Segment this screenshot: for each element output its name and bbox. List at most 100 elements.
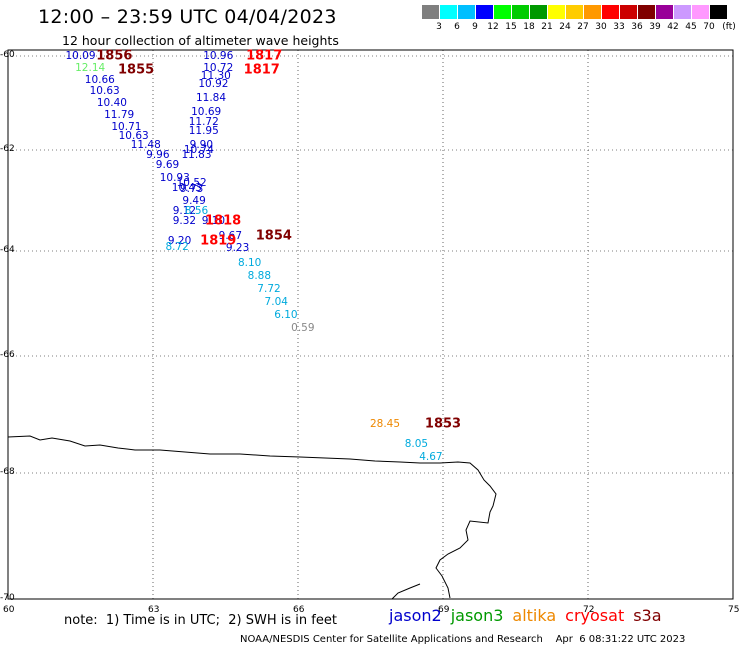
scale-tick-label: 45 bbox=[685, 22, 697, 32]
wave-height-value: 11.48 bbox=[130, 139, 161, 152]
wave-height-value: 10.43 bbox=[171, 181, 202, 194]
scale-swatch bbox=[602, 5, 619, 19]
lat-label: -62 bbox=[0, 144, 15, 154]
pass-time-label: 1855 bbox=[117, 62, 155, 78]
scale-swatch bbox=[566, 5, 583, 19]
scale-swatch bbox=[530, 5, 547, 19]
wave-height-value: 11.79 bbox=[104, 108, 135, 121]
scale-swatch bbox=[638, 5, 655, 19]
scale-tick-label: 12 bbox=[487, 22, 499, 32]
wave-height-value: 9.67 bbox=[218, 229, 243, 242]
wave-height-value: 6.10 bbox=[274, 308, 298, 321]
scale-swatch bbox=[656, 5, 673, 19]
lon-label: 66 bbox=[293, 605, 305, 615]
wave-height-value: 10.63 bbox=[118, 129, 149, 142]
wave-height-value: 4.67 bbox=[419, 450, 443, 463]
pass-time-label: 1817 bbox=[246, 48, 283, 64]
wave-height-value: 7.72 bbox=[257, 282, 281, 295]
wave-height-value: 8.10 bbox=[237, 256, 262, 269]
scale-swatch bbox=[494, 5, 511, 19]
wave-height-value: 9.23 bbox=[225, 242, 250, 255]
scale-tick-label: 33 bbox=[613, 22, 625, 32]
wave-height-value: 0.59 bbox=[291, 321, 315, 334]
wave-height-value: 7.04 bbox=[264, 295, 288, 308]
legend-altika: altika bbox=[512, 606, 557, 625]
wave-height-value: 10.63 bbox=[89, 85, 120, 97]
wave-height-value: 10.96 bbox=[203, 49, 234, 62]
scale-tick-label: 15 bbox=[505, 22, 517, 32]
pass-time-label: 1818 bbox=[204, 213, 242, 229]
lat-label: -64 bbox=[0, 245, 15, 255]
scale-tick-label: 24 bbox=[559, 22, 571, 32]
wave-height-value: 12.14 bbox=[75, 61, 106, 74]
wave-height-value: 9.90 bbox=[189, 139, 214, 152]
scale-tick-label: 18 bbox=[523, 22, 535, 32]
scale-swatch bbox=[584, 5, 601, 19]
wave-height-value: 10.93 bbox=[159, 171, 190, 184]
lon-label: 75 bbox=[728, 605, 740, 615]
pass-time-label: 1856 bbox=[96, 48, 133, 64]
scale-swatch bbox=[548, 5, 565, 19]
lat-label: -68 bbox=[0, 467, 15, 477]
scale-tick-label: 39 bbox=[649, 22, 661, 32]
wave-height-value: 9.49 bbox=[182, 194, 206, 207]
wave-height-value: 10.66 bbox=[84, 73, 115, 86]
map-frame bbox=[7, 49, 734, 600]
wave-height-value: 9.12 bbox=[172, 204, 197, 217]
wave-height-value: 9.10 bbox=[201, 214, 226, 227]
wave-height-value: 10.92 bbox=[198, 77, 229, 90]
wave-height-value: 8.56 bbox=[184, 204, 209, 217]
scale-swatch bbox=[710, 5, 727, 19]
lon-label: 63 bbox=[148, 605, 160, 615]
scale-swatch bbox=[422, 5, 439, 19]
scale-tick-label: 27 bbox=[577, 22, 589, 32]
wave-height-value: 10.71 bbox=[111, 120, 142, 133]
lat-label: -60 bbox=[0, 50, 15, 60]
wave-height-value: 11.72 bbox=[188, 115, 219, 128]
wave-height-value: 8.72 bbox=[165, 241, 189, 254]
wave-height-value: 9.73 bbox=[179, 183, 204, 196]
pass-time-label: 1854 bbox=[255, 228, 292, 244]
scale-tick-label: 9 bbox=[472, 22, 478, 32]
antarctic-coastline bbox=[7, 435, 497, 599]
lat-label: -70 bbox=[0, 593, 15, 603]
wave-height-value: 11.30 bbox=[200, 69, 231, 82]
wave-height-value: 10.52 bbox=[176, 176, 207, 189]
scale-swatch bbox=[458, 5, 475, 19]
wave-height-value: 8.88 bbox=[247, 269, 272, 282]
wave-height-value: 9.96 bbox=[146, 148, 170, 161]
pass-time-label: 1853 bbox=[424, 416, 462, 432]
scale-swatch bbox=[512, 5, 529, 19]
scale-tick-label: (ft) bbox=[722, 22, 736, 32]
coastline-lower bbox=[391, 583, 421, 600]
wave-height-value: 11.84 bbox=[195, 92, 227, 105]
wave-height-value: 10.09 bbox=[65, 49, 96, 62]
footer-credit: NOAA/NESDIS Center for Satellite Applica… bbox=[240, 634, 686, 645]
wave-height-value: 10.74 bbox=[183, 143, 214, 156]
scale-swatch bbox=[620, 5, 637, 19]
wave-height-value: 11.83 bbox=[181, 148, 212, 161]
legend-cryosat: cryosat bbox=[565, 606, 625, 625]
scale-tick-label: 6 bbox=[454, 22, 460, 32]
map-subtitle: 12 hour collection of altimeter wave hei… bbox=[62, 33, 339, 48]
scale-swatch bbox=[674, 5, 691, 19]
wave-height-value: 28.45 bbox=[369, 418, 401, 431]
lon-label: 69 bbox=[438, 605, 450, 615]
wave-height-value: 11.95 bbox=[188, 124, 219, 137]
scale-tick-label: 70 bbox=[703, 22, 715, 32]
wave-height-value: 10.72 bbox=[203, 61, 234, 74]
wave-height-value: 10.69 bbox=[191, 106, 222, 119]
lon-label: 60 bbox=[3, 605, 15, 615]
lat-label: -66 bbox=[0, 350, 15, 360]
grid-lines bbox=[7, 49, 734, 600]
scale-tick-label: 21 bbox=[541, 22, 553, 32]
scale-tick-label: 42 bbox=[667, 22, 679, 32]
scale-swatch bbox=[440, 5, 457, 19]
wave-height-value: 9.32 bbox=[172, 214, 197, 227]
wave-height-value: 9.20 bbox=[167, 234, 192, 247]
pass-time-label: 1817 bbox=[243, 62, 280, 78]
lon-label: 72 bbox=[583, 605, 595, 615]
scale-tick-label: 36 bbox=[631, 22, 643, 32]
